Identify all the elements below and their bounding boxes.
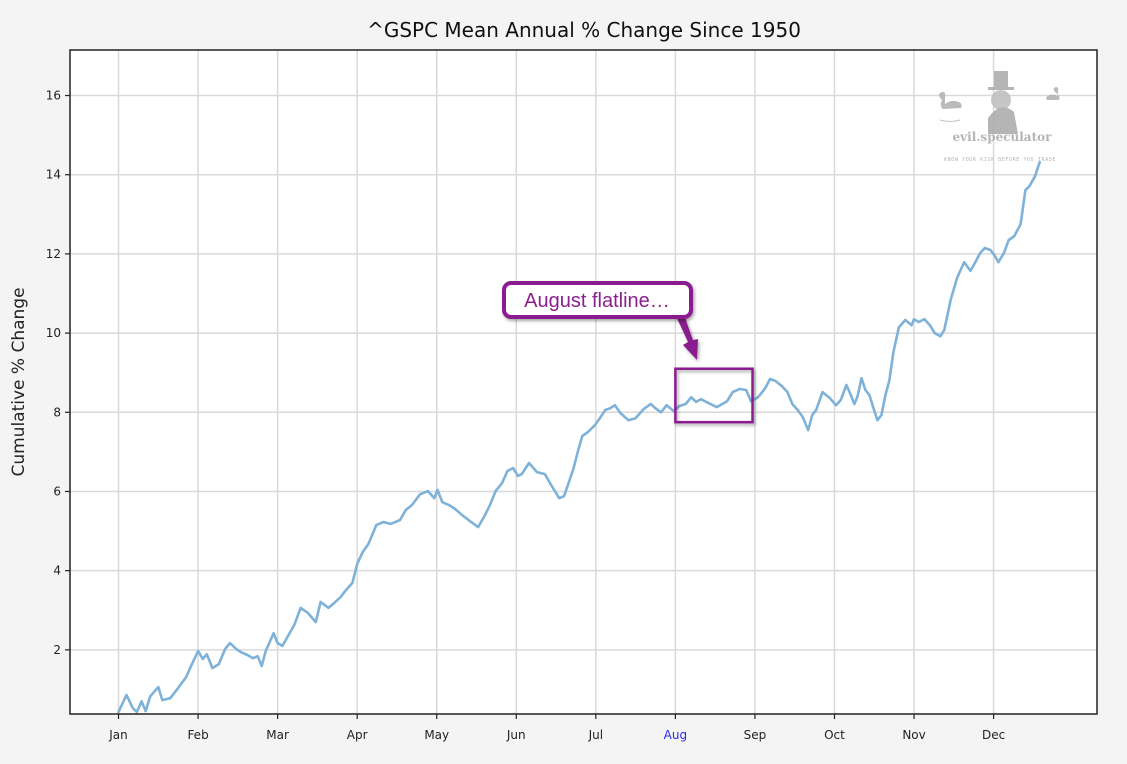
x-tick-label-sep: Sep (744, 728, 767, 742)
x-tick-label-may: May (424, 728, 449, 742)
plot-frame (69, 49, 1098, 715)
annotation-arrow-icon (676, 312, 698, 360)
watermark-tagline: KNOW YOUR RISK BEFORE YOU TRADE (944, 157, 1056, 163)
x-tick-label-nov: Nov (902, 728, 925, 742)
x-tick-label-oct: Oct (824, 728, 845, 742)
annotation-text: August flatline… (524, 290, 670, 312)
x-tick-label-aug: Aug (664, 728, 687, 742)
x-tick-label-dec: Dec (982, 728, 1005, 742)
plot-area (70, 50, 1097, 714)
y-tick-label: 14 (46, 168, 61, 182)
x-tick-label-mar: Mar (266, 728, 289, 742)
y-tick-label: 12 (46, 247, 61, 261)
x-axis: Jan Feb Mar Apr May Jun Jul Aug Sep Oct Nov Dec (108, 714, 1005, 742)
x-tick-label-jan: Jan (108, 728, 128, 742)
top-hat-figure-icon (988, 71, 1018, 134)
y-tick-label: 6 (53, 484, 61, 498)
annotation-highlight-box (674, 367, 754, 424)
swan-right-icon (1046, 87, 1060, 100)
y-tick-label: 10 (46, 326, 61, 340)
annotation-callout-box (502, 281, 693, 319)
y-tick-label: 8 (53, 405, 61, 419)
x-tick-label-apr: Apr (347, 728, 368, 742)
y-tick-label: 16 (46, 89, 61, 103)
y-tick-label: 2 (53, 643, 61, 657)
y-axis-label: Cumulative % Change (9, 287, 29, 476)
annotation: August flatline… (502, 281, 754, 424)
grid (70, 50, 1097, 714)
y-tick-label: 4 (53, 564, 61, 578)
series-line (117, 160, 1041, 714)
x-tick-label-jul: Jul (588, 728, 603, 742)
y-axis: 2 4 6 8 10 12 14 16 (46, 89, 70, 657)
swan-left-icon (939, 91, 962, 122)
x-tick-label-jun: Jun (506, 728, 526, 742)
watermark-name: evil.speculator (953, 130, 1053, 144)
watermark-logo: evil.speculator KNOW YOUR RISK BEFORE YO… (939, 71, 1060, 163)
x-tick-label-feb: Feb (187, 728, 208, 742)
series-points (118, 162, 1040, 713)
chart-title: ^GSPC Mean Annual % Change Since 1950 (367, 18, 801, 42)
